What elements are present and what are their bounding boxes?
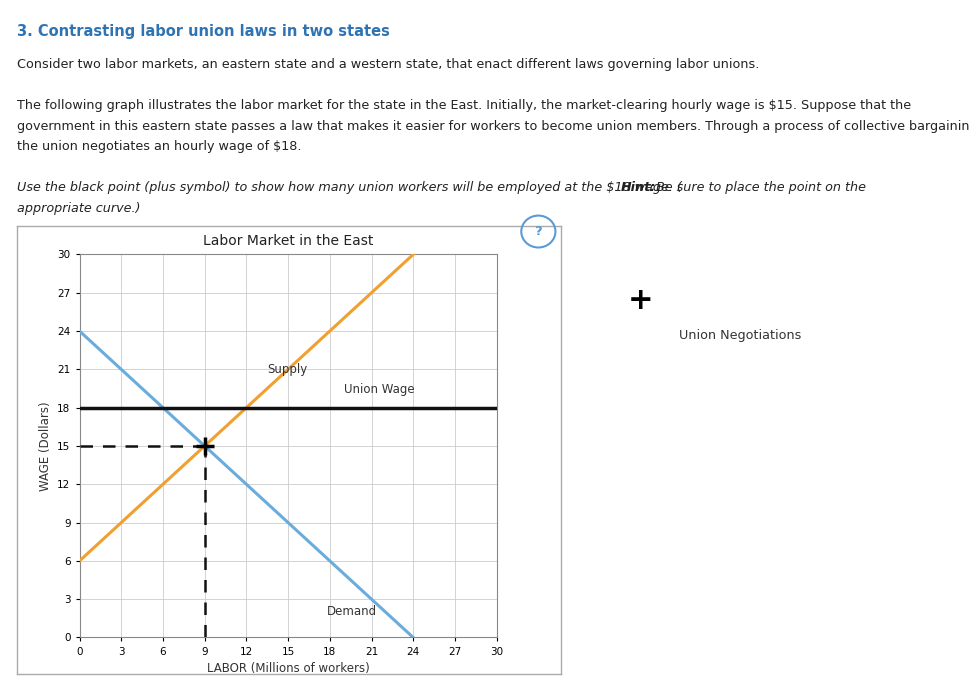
Title: Labor Market in the East: Labor Market in the East — [203, 234, 373, 248]
Text: Supply: Supply — [266, 363, 307, 376]
Text: government in this eastern state passes a law that makes it easier for workers t: government in this eastern state passes … — [17, 120, 969, 133]
Text: Union Wage: Union Wage — [343, 383, 414, 396]
Text: the union negotiates an hourly wage of $18.: the union negotiates an hourly wage of $… — [17, 140, 301, 153]
Text: +: + — [627, 287, 652, 315]
Text: Hint:: Hint: — [620, 181, 655, 194]
Y-axis label: WAGE (Dollars): WAGE (Dollars) — [39, 401, 51, 491]
Text: Consider two labor markets, an eastern state and a western state, that enact dif: Consider two labor markets, an eastern s… — [17, 58, 759, 71]
Text: 3. Contrasting labor union laws in two states: 3. Contrasting labor union laws in two s… — [17, 24, 390, 39]
Text: Use the black point (plus symbol) to show how many union workers will be employe: Use the black point (plus symbol) to sho… — [17, 181, 681, 194]
Text: Be sure to place the point on the: Be sure to place the point on the — [651, 181, 865, 194]
X-axis label: LABOR (Millions of workers): LABOR (Millions of workers) — [206, 662, 369, 675]
Text: ?: ? — [534, 225, 542, 238]
Text: appropriate curve.): appropriate curve.) — [17, 202, 141, 215]
Text: Demand: Demand — [327, 605, 377, 618]
Text: Union Negotiations: Union Negotiations — [678, 328, 800, 342]
Text: The following graph illustrates the labor market for the state in the East. Init: The following graph illustrates the labo… — [17, 99, 911, 112]
